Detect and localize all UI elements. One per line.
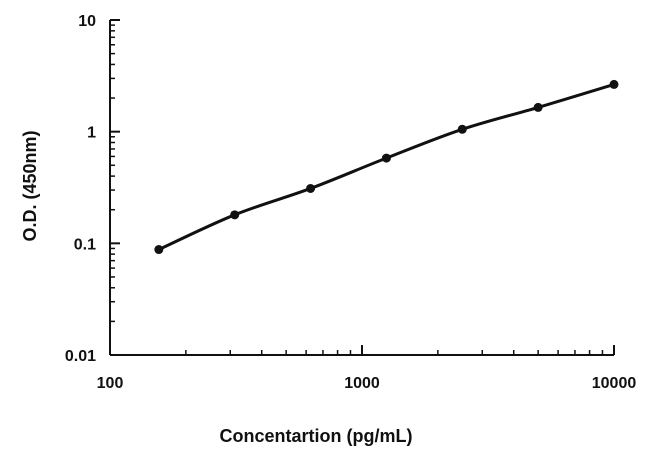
y-axis-title: O.D. (450nm) xyxy=(20,130,40,241)
x-axis-title: Concentartion (pg/mL) xyxy=(220,426,413,446)
data-point xyxy=(230,210,240,220)
data-point xyxy=(609,79,619,89)
y-tick-label: 1 xyxy=(87,125,96,142)
y-tick-label: 10 xyxy=(78,13,96,30)
data-point xyxy=(457,124,467,134)
y-tick-label: 0.01 xyxy=(65,348,96,365)
data-point xyxy=(306,183,316,193)
x-tick-label: 100 xyxy=(97,375,124,392)
tick-marks xyxy=(109,19,615,356)
data-point xyxy=(154,245,164,255)
data-point xyxy=(381,153,391,163)
x-tick-label: 10000 xyxy=(592,375,637,392)
axes xyxy=(109,20,614,356)
plot-area xyxy=(154,79,619,255)
x-tick-label: 1000 xyxy=(344,375,380,392)
tick-labels: 100 1000 10000 0.01 0.1 1 10 xyxy=(65,13,636,392)
y-tick-label: 0.1 xyxy=(74,236,96,253)
fit-curve-line xyxy=(157,82,616,252)
data-point xyxy=(533,102,543,112)
